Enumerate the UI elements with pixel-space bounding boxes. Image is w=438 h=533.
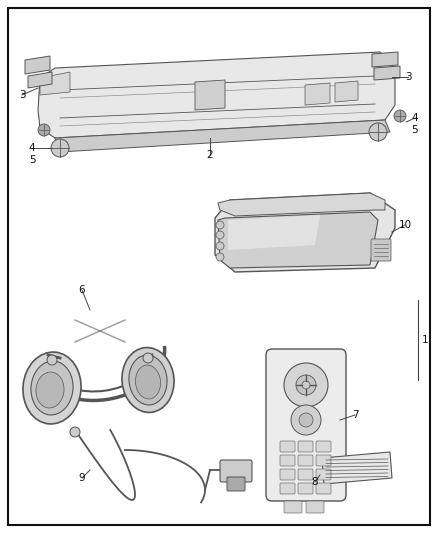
FancyBboxPatch shape: [298, 441, 313, 452]
Circle shape: [216, 231, 224, 239]
Polygon shape: [40, 72, 70, 95]
FancyBboxPatch shape: [298, 483, 313, 494]
FancyBboxPatch shape: [220, 460, 252, 482]
Polygon shape: [28, 72, 52, 88]
Circle shape: [291, 405, 321, 435]
Circle shape: [51, 139, 69, 157]
FancyBboxPatch shape: [371, 239, 391, 261]
FancyBboxPatch shape: [316, 469, 331, 480]
Text: 4: 4: [412, 113, 418, 123]
Ellipse shape: [36, 372, 64, 408]
Polygon shape: [335, 81, 358, 102]
FancyBboxPatch shape: [316, 483, 331, 494]
FancyBboxPatch shape: [280, 483, 295, 494]
Circle shape: [143, 353, 153, 363]
Polygon shape: [195, 80, 225, 110]
Text: 3: 3: [405, 72, 411, 82]
FancyBboxPatch shape: [284, 501, 302, 513]
Text: 2: 2: [207, 150, 213, 160]
Polygon shape: [215, 193, 395, 272]
Ellipse shape: [31, 361, 73, 415]
Circle shape: [216, 242, 224, 250]
FancyBboxPatch shape: [280, 469, 295, 480]
Text: 10: 10: [399, 220, 412, 230]
Circle shape: [394, 110, 406, 122]
Ellipse shape: [23, 352, 81, 424]
FancyBboxPatch shape: [266, 349, 346, 501]
Text: 9: 9: [79, 473, 85, 483]
Polygon shape: [322, 452, 392, 484]
Circle shape: [216, 221, 224, 229]
Polygon shape: [55, 120, 390, 152]
Circle shape: [216, 253, 224, 261]
Polygon shape: [218, 212, 378, 268]
Text: 1: 1: [422, 335, 429, 345]
FancyBboxPatch shape: [280, 441, 295, 452]
FancyBboxPatch shape: [316, 441, 331, 452]
FancyBboxPatch shape: [280, 455, 295, 466]
Polygon shape: [218, 193, 385, 216]
Ellipse shape: [129, 355, 167, 405]
FancyBboxPatch shape: [316, 455, 331, 466]
Circle shape: [38, 124, 50, 136]
Text: 8: 8: [312, 477, 318, 487]
FancyBboxPatch shape: [298, 455, 313, 466]
Text: 5: 5: [28, 155, 35, 165]
Circle shape: [296, 375, 316, 395]
Text: 5: 5: [412, 125, 418, 135]
Ellipse shape: [135, 365, 161, 399]
Circle shape: [299, 413, 313, 427]
Polygon shape: [25, 56, 50, 74]
Text: 4: 4: [28, 143, 35, 153]
FancyBboxPatch shape: [306, 501, 324, 513]
Polygon shape: [372, 52, 398, 67]
Polygon shape: [305, 83, 330, 105]
Circle shape: [302, 381, 310, 389]
Polygon shape: [374, 66, 400, 80]
FancyBboxPatch shape: [298, 469, 313, 480]
Polygon shape: [38, 52, 395, 138]
Text: 6: 6: [79, 285, 85, 295]
Circle shape: [369, 123, 387, 141]
Circle shape: [70, 427, 80, 437]
Ellipse shape: [122, 348, 174, 413]
Text: 7: 7: [352, 410, 358, 420]
Polygon shape: [228, 215, 320, 250]
Circle shape: [284, 363, 328, 407]
Text: 3: 3: [19, 90, 25, 100]
FancyBboxPatch shape: [227, 477, 245, 491]
Circle shape: [47, 355, 57, 365]
